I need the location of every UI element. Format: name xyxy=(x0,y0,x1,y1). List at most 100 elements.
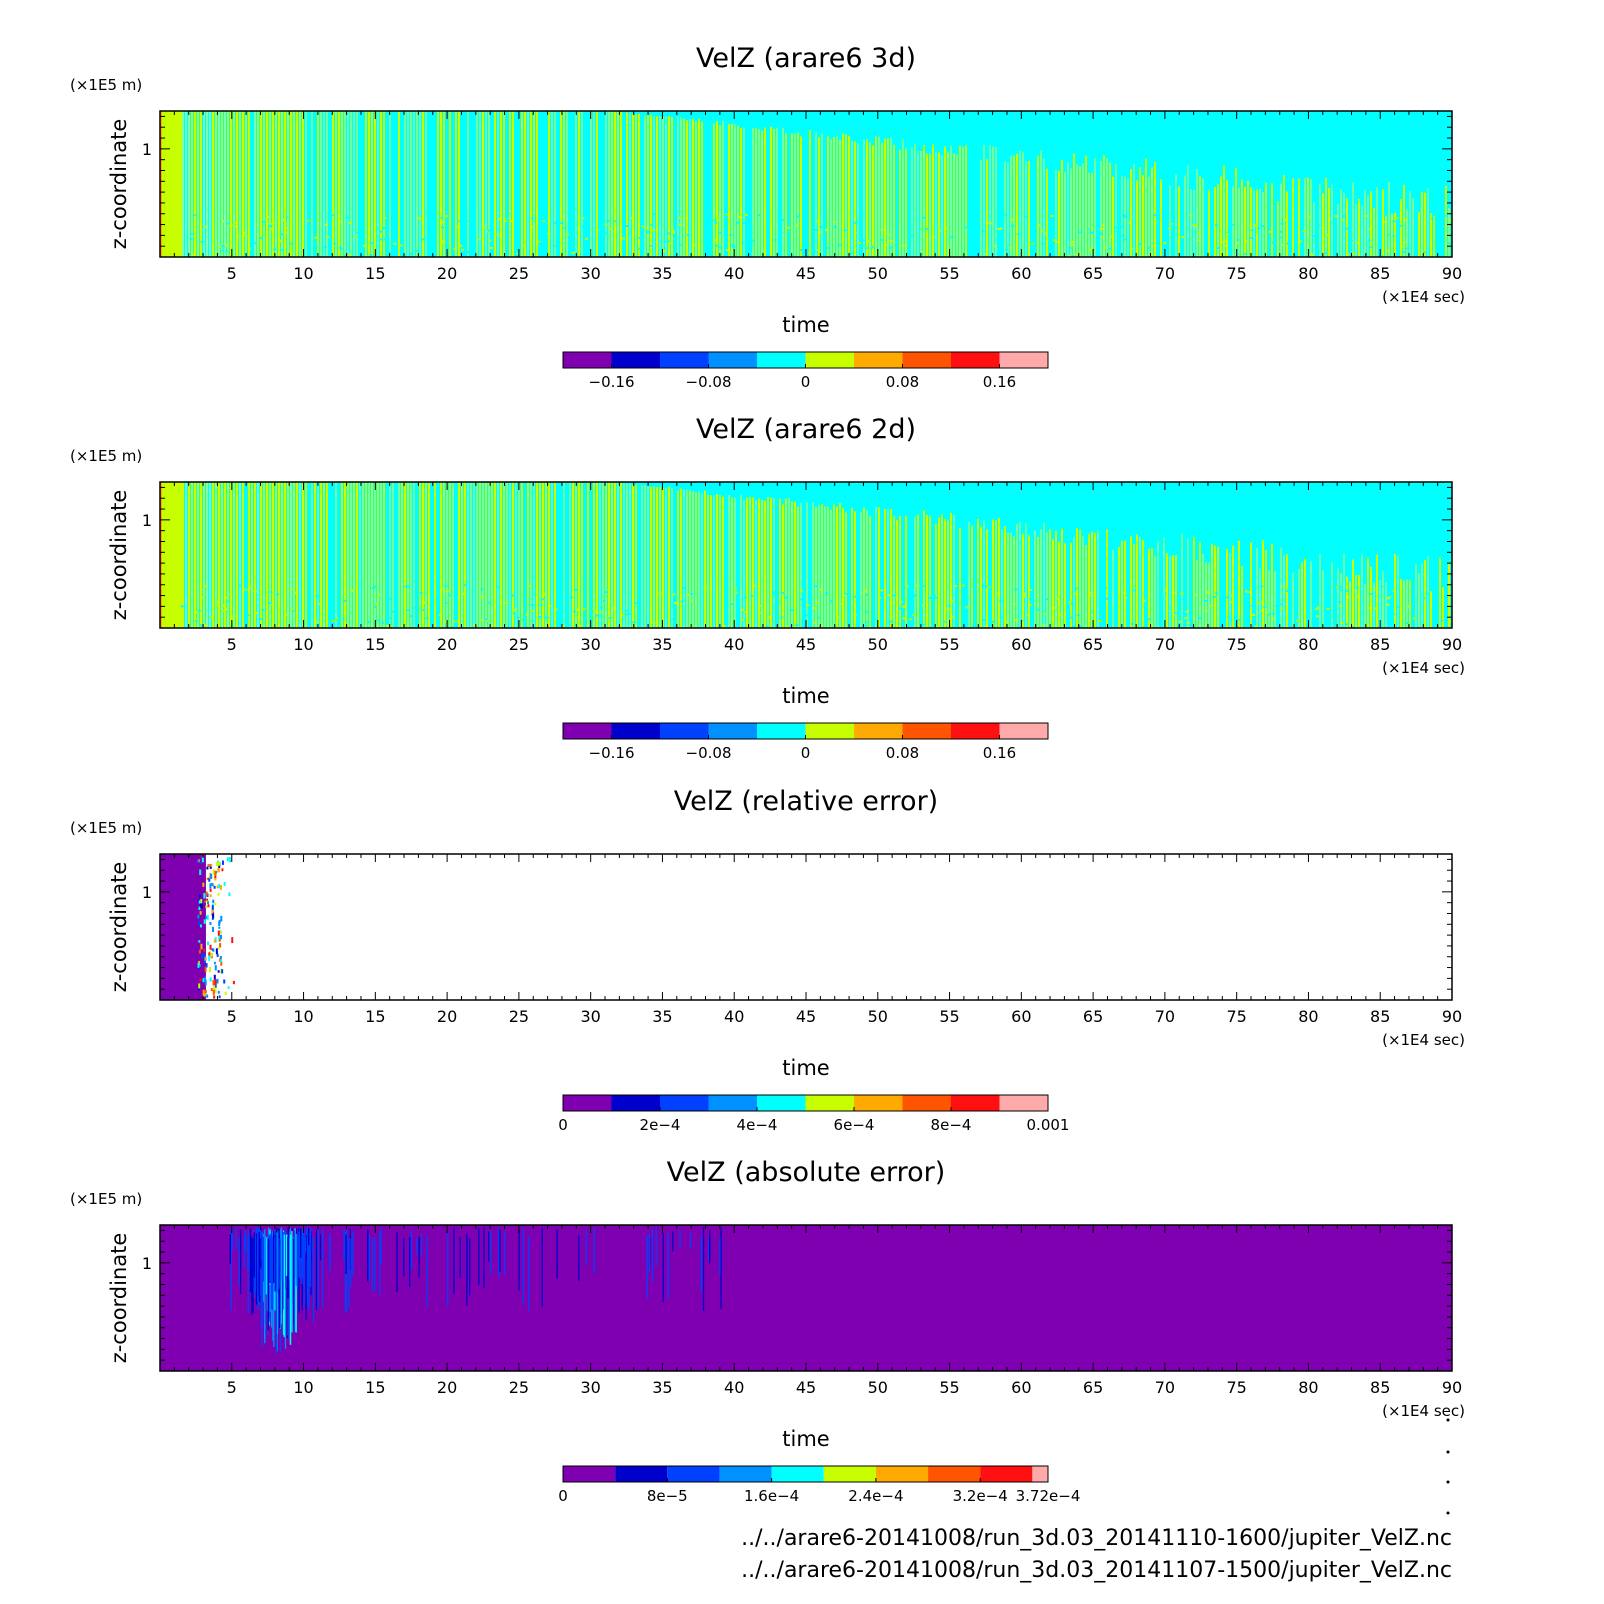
field-streak xyxy=(656,487,658,628)
field-cell xyxy=(569,596,573,599)
field-cell xyxy=(215,863,218,866)
field-cell xyxy=(1029,598,1033,601)
field-cell xyxy=(567,624,571,627)
field-streak xyxy=(279,1234,282,1329)
field-cell xyxy=(777,252,781,255)
field-streak xyxy=(305,482,307,628)
field-streak xyxy=(301,1233,303,1284)
field-streak xyxy=(379,1231,381,1295)
colorbar-tick-label: 0.08 xyxy=(886,744,919,762)
field-streak xyxy=(1421,563,1423,628)
field-cell xyxy=(1392,590,1396,593)
field-cell xyxy=(858,242,862,245)
field-streak xyxy=(881,518,883,628)
field-streak xyxy=(280,1227,283,1282)
colorbar-swatch xyxy=(757,723,806,739)
field-cell xyxy=(889,239,893,242)
field-streak xyxy=(1412,571,1414,628)
field-cell xyxy=(1247,591,1251,594)
colorbar-swatch xyxy=(805,723,854,739)
field-cell xyxy=(573,610,577,613)
field-cell xyxy=(563,226,567,229)
field-streak xyxy=(311,482,313,628)
field-cell xyxy=(1249,237,1253,240)
field-streak xyxy=(278,482,280,628)
field-streak xyxy=(1100,160,1102,257)
field-cell xyxy=(621,237,625,240)
field-streak xyxy=(722,121,724,257)
field-streak xyxy=(488,1231,490,1262)
field-cell xyxy=(221,220,225,223)
field-cell xyxy=(216,601,220,604)
field-streak xyxy=(1175,555,1177,628)
field-streak xyxy=(182,111,184,257)
field-cell xyxy=(1355,595,1359,598)
field-streak xyxy=(1325,177,1327,257)
field-streak xyxy=(782,127,784,257)
field-cell xyxy=(808,252,812,255)
field-streak xyxy=(371,111,373,257)
field-cell xyxy=(253,590,257,593)
field-streak xyxy=(611,111,613,257)
field-cell xyxy=(1279,607,1283,610)
field-cell xyxy=(417,216,421,219)
field-cell xyxy=(883,243,887,246)
field-streak xyxy=(1316,572,1318,628)
field-cell xyxy=(440,220,444,223)
field-streak xyxy=(1229,553,1231,628)
field-cell xyxy=(203,948,206,952)
field-cell xyxy=(227,986,230,989)
field-streak xyxy=(788,134,790,257)
panel-velz-3d: VelZ (arare6 3d) (×1E5 m) z-coordinate 5… xyxy=(70,43,1465,391)
field-cell xyxy=(338,246,342,249)
field-streak xyxy=(449,482,451,628)
field-cell xyxy=(516,252,520,255)
field-cell xyxy=(229,224,233,227)
field-cell xyxy=(324,223,328,226)
field-cell xyxy=(784,596,788,599)
field-streak xyxy=(308,1227,310,1246)
heatmap-field xyxy=(160,1225,1452,1371)
field-streak xyxy=(221,111,223,257)
field-cell xyxy=(289,587,293,590)
field-cell xyxy=(1440,619,1444,622)
field-streak xyxy=(671,488,673,628)
field-streak xyxy=(1355,204,1357,257)
colorbar-swatch xyxy=(771,1466,824,1482)
stray-dot xyxy=(1446,1511,1450,1515)
x-tick-label: 65 xyxy=(1083,264,1103,283)
field-cell xyxy=(760,611,764,614)
field-cell xyxy=(201,856,204,863)
field-cell xyxy=(905,585,909,588)
field-cell xyxy=(1254,625,1258,628)
field-streak xyxy=(229,1233,231,1265)
field-cell xyxy=(221,868,224,872)
field-streak xyxy=(488,482,490,628)
field-cell xyxy=(1336,586,1340,589)
field-streak xyxy=(1187,165,1189,257)
field-cell xyxy=(223,979,226,984)
field-streak xyxy=(488,111,490,257)
field-streak xyxy=(309,1228,312,1287)
field-cell xyxy=(632,621,636,624)
field-cell xyxy=(1189,214,1193,217)
field-streak xyxy=(764,500,766,628)
field-cell xyxy=(725,249,729,252)
field-cell xyxy=(1448,219,1452,222)
field-streak xyxy=(1040,150,1042,257)
field-cell xyxy=(1197,239,1201,242)
field-streak xyxy=(974,518,976,628)
field-streak xyxy=(413,482,415,628)
field-streak xyxy=(1154,555,1156,628)
field-streak xyxy=(362,111,364,257)
field-cell xyxy=(703,587,707,590)
field-cell xyxy=(379,230,383,233)
field-streak xyxy=(527,111,529,257)
field-cell xyxy=(213,961,216,965)
field-streak xyxy=(1376,554,1378,628)
field-streak xyxy=(254,1236,256,1274)
field-cell xyxy=(197,914,200,919)
field-cell xyxy=(1395,217,1399,220)
field-cell xyxy=(444,215,448,218)
field-streak xyxy=(239,1229,242,1294)
